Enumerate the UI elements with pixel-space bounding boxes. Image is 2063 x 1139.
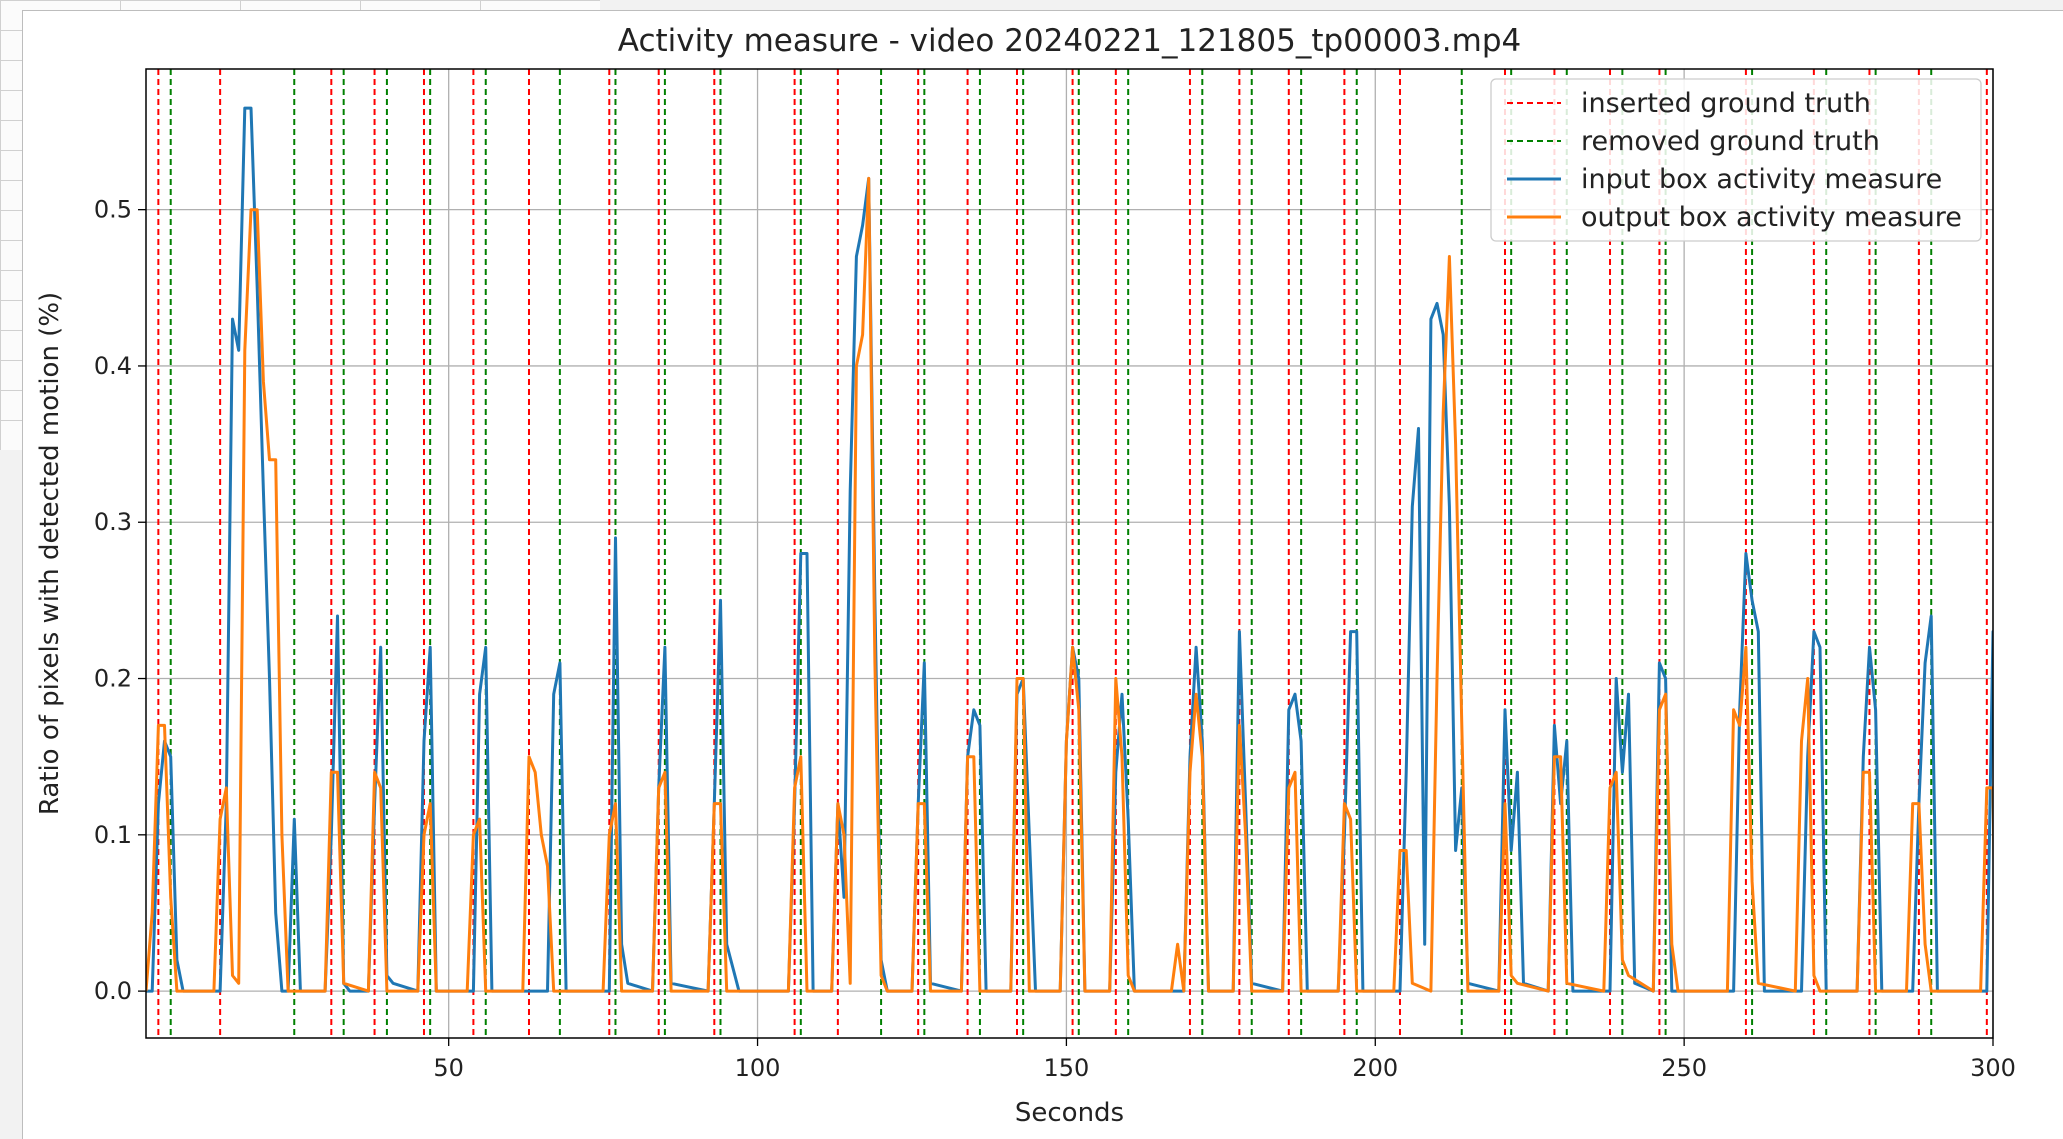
ground-truth-lines xyxy=(157,69,1988,1038)
series-layer xyxy=(146,106,1993,993)
x-axis-label: Seconds xyxy=(1015,1098,1124,1128)
legend: inserted ground truth removed ground trut… xyxy=(1490,78,1982,242)
legend-removed-label: removed ground truth xyxy=(1581,126,1880,157)
x-tick-label: 250 xyxy=(1661,1054,1707,1082)
legend-box xyxy=(1490,78,1982,242)
legend-inserted-label: inserted ground truth xyxy=(1581,88,1871,119)
y-axis-label: Ratio of pixels with detected motion (%) xyxy=(35,292,65,815)
y-tick-label: 0.0 xyxy=(94,977,132,1005)
x-axis: 50 100 150 200 250 300 xyxy=(433,1038,2016,1082)
x-tick-label: 200 xyxy=(1352,1054,1398,1082)
x-tick-label: 300 xyxy=(1970,1054,2016,1082)
y-tick-label: 0.5 xyxy=(94,196,132,224)
chart-figure: Activity measure - video 20240221_121805… xyxy=(22,10,2063,1139)
y-tick-label: 0.2 xyxy=(94,665,132,693)
chart-title: Activity measure - video 20240221_121805… xyxy=(618,23,1521,59)
x-tick-label: 100 xyxy=(735,1054,781,1082)
plot-frame xyxy=(145,68,1994,1039)
x-tick-label: 150 xyxy=(1044,1054,1090,1082)
y-tick-label: 0.4 xyxy=(94,352,132,380)
chart-svg: Activity measure - video 20240221_121805… xyxy=(35,23,2016,1128)
y-tick-label: 0.3 xyxy=(94,508,132,536)
legend-input-label: input box activity measure xyxy=(1581,164,1942,195)
x-tick-label: 50 xyxy=(433,1054,464,1082)
y-axis: 0.0 0.1 0.2 0.3 0.4 0.5 xyxy=(94,196,146,1005)
output-box-series-line xyxy=(146,176,1993,993)
legend-output-label: output box activity measure xyxy=(1581,202,1962,233)
y-tick-label: 0.1 xyxy=(94,821,132,849)
